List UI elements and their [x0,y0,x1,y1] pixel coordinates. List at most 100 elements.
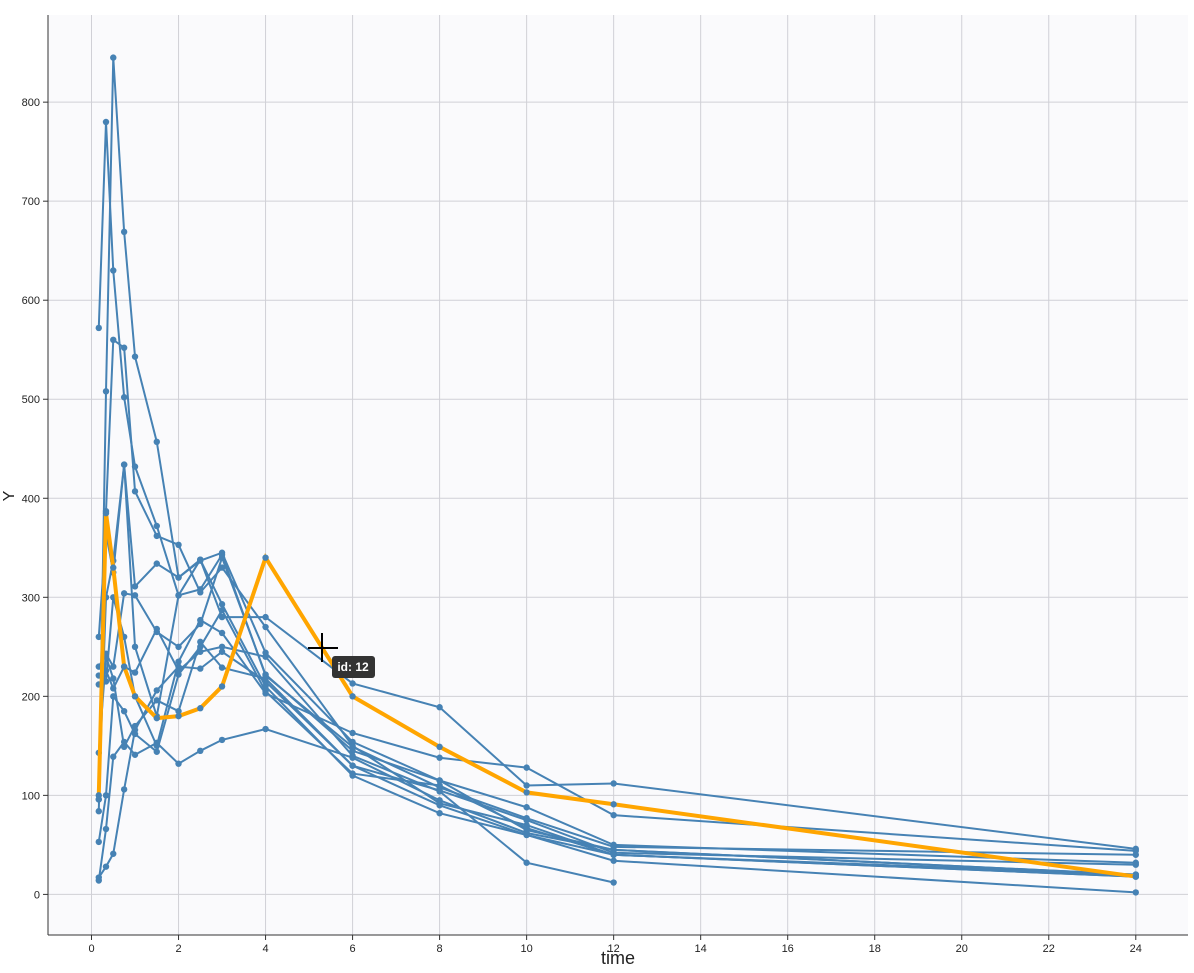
point [610,857,617,864]
point [153,560,160,567]
point [175,592,182,599]
point [110,675,117,682]
point [110,336,117,344]
point [110,685,117,692]
point [110,850,117,857]
point [120,461,128,468]
point [197,705,204,712]
point [349,729,356,737]
point [218,601,226,608]
y-tick-label: 200 [22,691,40,703]
point [110,267,117,274]
point [102,825,110,833]
point [197,638,204,646]
point [349,770,356,777]
point [523,789,530,796]
tooltip-box [332,656,375,678]
point [95,877,102,884]
point [436,802,443,809]
point [523,814,530,822]
point [120,228,128,236]
point [131,693,139,700]
point [153,625,160,633]
point [436,704,443,711]
point [120,344,128,351]
series-line [98,626,614,884]
point [349,752,356,759]
x-tick-label: 4 [262,943,268,955]
x-tick-label: 24 [1130,943,1142,955]
point [610,801,617,808]
x-tick-label: 0 [88,943,94,955]
point [102,388,110,395]
point [218,643,226,651]
point [218,551,226,558]
point [131,592,139,599]
point [218,564,226,571]
point [95,324,102,332]
point [197,747,204,755]
point [131,488,139,495]
point [610,811,617,819]
plot-area [48,15,1188,935]
point [102,792,110,799]
point [110,54,117,61]
point [218,629,226,637]
point [436,784,443,791]
point [175,658,182,665]
point [153,522,160,530]
y-tick-label: 800 [22,97,40,109]
point [262,623,269,631]
point [120,707,128,715]
y-tick-label: 300 [22,592,40,604]
point [218,648,226,655]
x-axis-label: time [601,948,635,968]
point [131,722,139,730]
point [218,606,226,614]
point [197,556,204,563]
point [218,736,226,744]
point [197,616,204,624]
point [262,613,269,621]
point [1132,873,1139,880]
point [610,780,617,787]
point [175,667,182,674]
point [523,824,530,832]
point [436,809,443,817]
point [131,643,139,651]
point [1132,851,1139,858]
point [95,792,102,799]
point [436,777,443,784]
point [610,843,617,851]
point [131,583,139,590]
x-tick-label: 20 [956,943,968,955]
x-tick-label: 10 [521,943,533,955]
point [175,712,182,720]
x-tick-label: 2 [175,943,181,955]
point [102,509,110,517]
point [95,808,102,815]
tooltip: id: 12 [337,660,369,674]
point [175,541,182,549]
point [131,730,139,738]
point [120,590,128,597]
point [197,665,204,672]
point [110,564,117,571]
point [175,574,182,581]
x-tick-label: 6 [350,943,356,955]
x-tick-label: 8 [437,943,443,955]
point [218,683,226,690]
point [153,748,160,755]
point [102,863,110,870]
point [175,760,182,767]
point [436,754,443,761]
point [131,669,139,676]
point [110,663,117,670]
point [523,859,530,866]
point [131,353,139,360]
x-tick-label: 18 [869,943,881,955]
point [1132,861,1139,868]
point [1132,889,1139,896]
point [197,586,204,593]
